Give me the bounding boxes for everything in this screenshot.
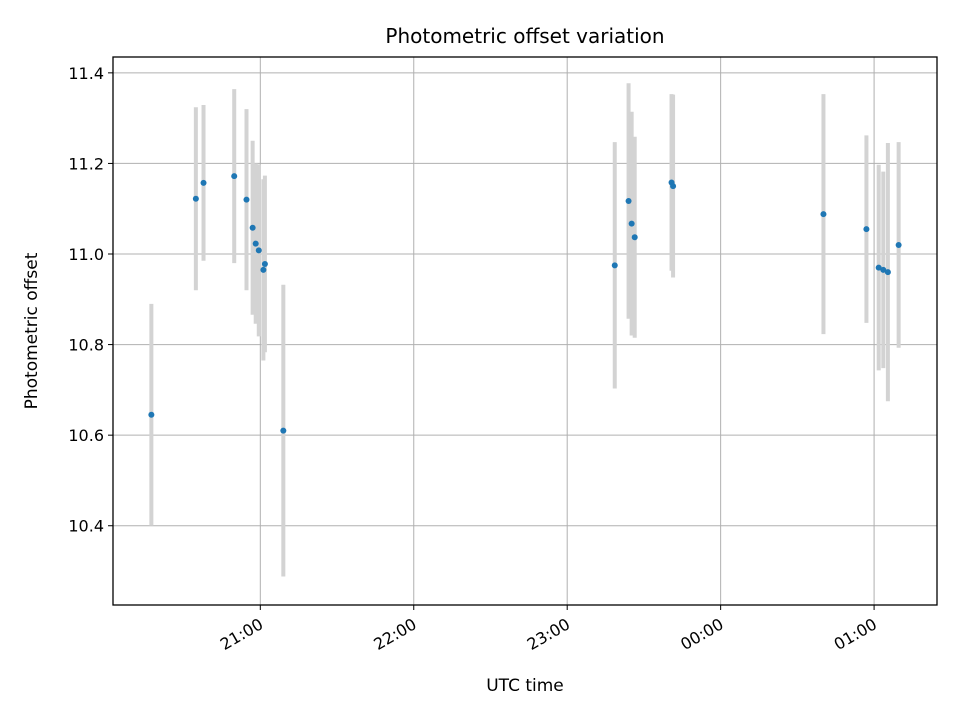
x-axis-label: UTC time — [486, 676, 564, 696]
data-point — [880, 266, 887, 273]
chart-title: Photometric offset variation — [385, 24, 664, 48]
y-tick-label: 10.4 — [68, 517, 104, 536]
data-points — [148, 173, 902, 434]
data-point — [820, 211, 827, 218]
data-point — [884, 269, 891, 276]
data-point — [280, 427, 287, 434]
plot-frame — [112, 56, 938, 606]
data-point — [863, 226, 870, 233]
data-point — [670, 183, 677, 190]
data-point — [231, 173, 238, 180]
data-point — [148, 411, 155, 418]
y-tick-label: 11.2 — [68, 154, 104, 173]
data-point — [625, 198, 632, 205]
data-point — [895, 241, 902, 248]
data-point — [261, 260, 268, 267]
data-point — [260, 266, 267, 273]
data-point — [243, 196, 250, 203]
data-point — [631, 234, 638, 241]
data-point — [255, 247, 262, 254]
data-point — [192, 195, 199, 202]
data-point — [628, 220, 635, 227]
y-tick-label: 10.6 — [68, 426, 104, 445]
data-point — [249, 224, 256, 231]
data-point — [252, 240, 259, 247]
y-tick-label: 10.8 — [68, 336, 104, 355]
y-tick-label: 11.4 — [68, 64, 104, 83]
y-axis-ticks: 10.4 10.6 10.8 11.0 11.2 11.4 — [68, 64, 113, 536]
data-point — [875, 264, 882, 271]
data-point — [200, 179, 207, 186]
y-tick-label: 11.0 — [68, 245, 104, 264]
y-axis-label: Photometric offset — [22, 252, 42, 409]
grid — [113, 57, 937, 605]
data-point — [611, 262, 618, 269]
